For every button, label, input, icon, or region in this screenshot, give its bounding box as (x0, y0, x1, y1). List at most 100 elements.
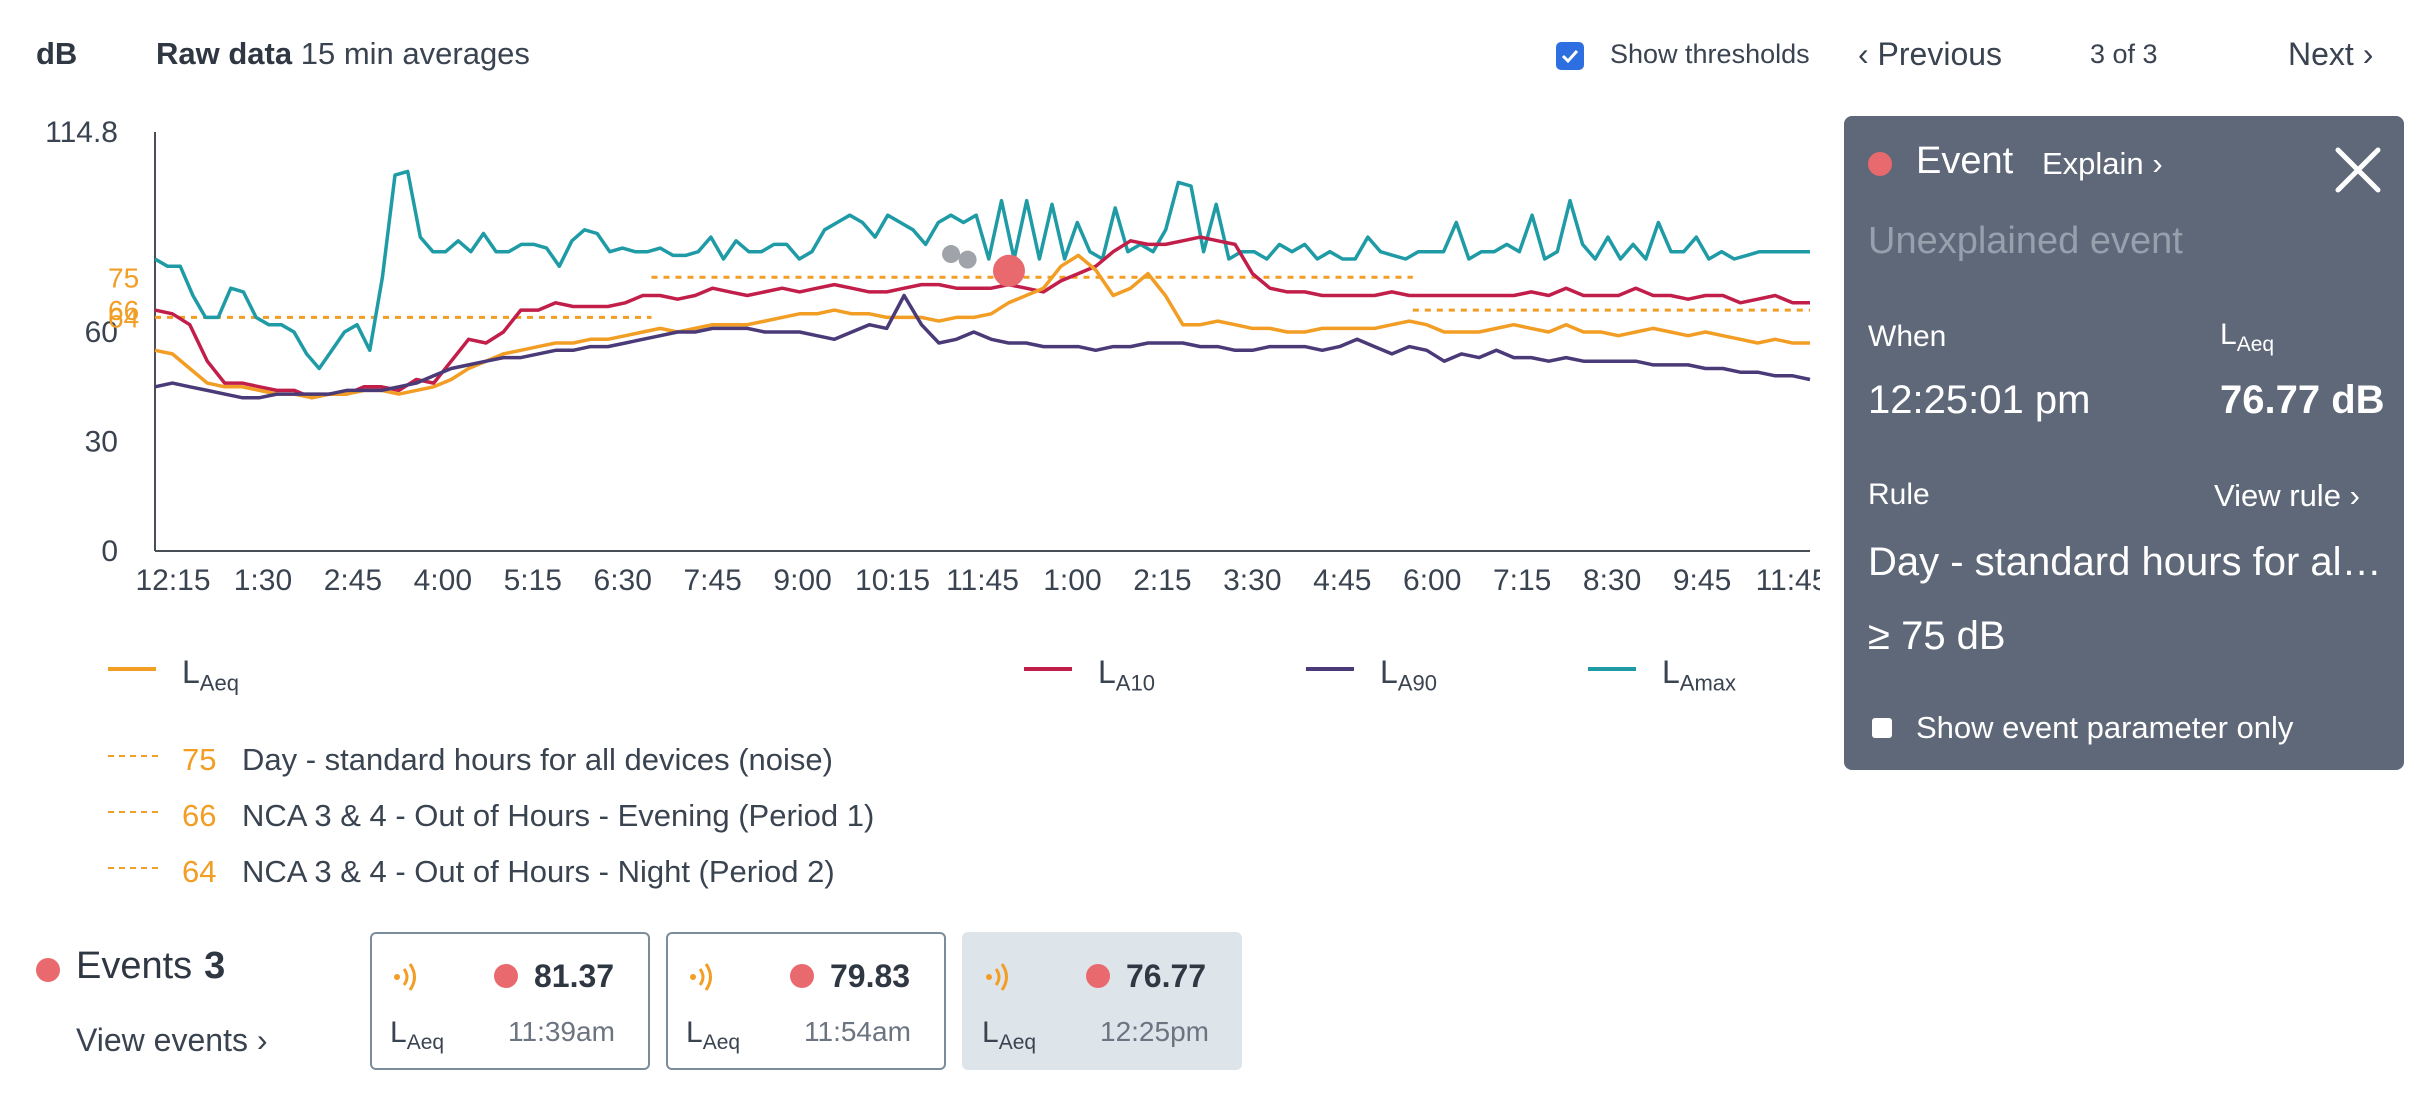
next-button[interactable]: Next › (2288, 36, 2373, 73)
event-time: 12:25pm (1100, 1016, 1209, 1047)
event-marker (958, 250, 977, 269)
x-tick-label: 8:30 (1583, 564, 1641, 597)
threshold-value: 75 (182, 742, 217, 777)
previous-button[interactable]: ‹ Previous (1858, 36, 2002, 73)
when-label: When (1868, 320, 1947, 353)
show-thresholds-label[interactable]: Show thresholds (1610, 39, 1810, 69)
threshold-row: 66 NCA 3 & 4 - Out of Hours - Evening (Pe… (108, 798, 874, 838)
rule-threshold: ≥ 75 dB (1868, 614, 2006, 658)
event-dot-icon (790, 964, 814, 988)
event-detail-panel: Event Explain › Unexplained event When L… (1844, 116, 2404, 770)
previous-label: Previous (1877, 36, 2003, 72)
x-tick-label: 1:30 (234, 564, 292, 597)
x-tick-label: 6:30 (594, 564, 652, 597)
event-parameter: LAeq (982, 1016, 1037, 1054)
x-tick-label: 2:15 (1133, 564, 1191, 597)
sound-wave-icon (690, 963, 712, 991)
events-heading: Events 3 (76, 945, 226, 987)
event-value: 81.37 (534, 958, 615, 994)
event-time: 11:54am (804, 1016, 911, 1047)
check-icon (1561, 49, 1579, 64)
lamax-swatch (1588, 666, 1636, 671)
view-events-link[interactable]: View events › (76, 1022, 268, 1058)
threshold-dash (108, 866, 158, 869)
threshold-label: NCA 3 & 4 - Out of Hours - Evening (Peri… (242, 798, 875, 833)
event-parameter: LAeq (390, 1016, 445, 1054)
x-tick-label: 1:00 (1043, 564, 1101, 597)
threshold-value: 66 (182, 798, 217, 833)
legend-lamax[interactable]: LAmax (1588, 654, 1737, 696)
event-level-value: 76.77 dB (2220, 378, 2385, 422)
next-label: Next (2288, 36, 2354, 72)
legend-laeq-label: LAeq (182, 654, 239, 696)
x-tick-label: 5:15 (504, 564, 562, 597)
view-rule-link[interactable]: View rule › (2214, 478, 2360, 513)
la10-swatch (1024, 666, 1072, 671)
parameter-label: LAeq (2220, 318, 2275, 356)
x-tick-label: 11:45 (1756, 564, 1820, 597)
sound-wave-icon (394, 963, 416, 991)
page-indicator: 3 of 3 (2090, 39, 2158, 69)
threshold-label: NCA 3 & 4 - Out of Hours - Night (Period… (242, 854, 835, 889)
event-card-selected[interactable]: 76.77 LAeq 12:25pm (962, 932, 1242, 1070)
event-time: 11:39am (508, 1016, 615, 1047)
event-card[interactable]: 81.37 LAeq 11:39am (370, 932, 650, 1070)
x-tick-label: 7:15 (1493, 564, 1551, 597)
event-dot-icon (1868, 152, 1892, 176)
threshold-label: Day - standard hours for all devices (no… (242, 742, 833, 777)
y-tick-label: 60 (85, 316, 118, 349)
x-tick-label: 9:45 (1673, 564, 1731, 597)
series-la10-line (154, 235, 1810, 400)
threshold-tick-label: 66 (108, 295, 139, 326)
chevron-left-icon: ‹ (1858, 36, 1869, 72)
legend-la10[interactable]: LA10 (1024, 654, 1155, 696)
threshold-value: 64 (182, 854, 217, 889)
chart-title-bold: Raw data (156, 36, 293, 71)
legend-lamax-label: LAmax (1662, 654, 1737, 696)
show-thresholds-checkbox[interactable] (1556, 42, 1584, 70)
event-value: 76.77 (1126, 958, 1207, 994)
series-lamax-line (154, 169, 1810, 371)
x-tick-label: 6:00 (1403, 564, 1461, 597)
legend-la10-label: LA10 (1098, 654, 1155, 696)
selected-event-marker (992, 254, 1025, 287)
legend-la90[interactable]: LA90 (1306, 654, 1437, 696)
la90-swatch (1306, 666, 1354, 671)
event-status: Unexplained event (1868, 220, 2183, 262)
x-tick-label: 10:15 (855, 564, 930, 597)
chevron-right-icon: › (2349, 478, 2360, 513)
explain-link[interactable]: Explain › (2042, 146, 2163, 181)
x-tick-label: 4:00 (414, 564, 472, 597)
y-tick-label: 30 (85, 426, 118, 459)
event-time-value: 12:25:01 pm (1868, 378, 2091, 422)
x-tick-label: 12:15 (135, 564, 210, 597)
event-dot-icon (1086, 964, 1110, 988)
events-count: 3 (204, 945, 226, 987)
event-parameter: LAeq (686, 1016, 741, 1054)
show-param-only-label[interactable]: Show event parameter only (1916, 710, 2294, 745)
y-tick-label: 114.8 (45, 116, 118, 149)
legend-laeq[interactable]: LAeq (108, 654, 239, 696)
threshold-tick-label: 75 (108, 262, 139, 293)
series-laeq-line (154, 253, 1810, 400)
x-tick-label: 11:45 (946, 564, 1019, 597)
chevron-right-icon: › (2362, 36, 2374, 72)
close-icon[interactable] (2332, 144, 2384, 196)
event-value: 79.83 (830, 958, 911, 994)
x-tick-label: 2:45 (324, 564, 382, 597)
threshold-dash (108, 810, 158, 813)
event-card[interactable]: 79.83 LAeq 11:54am (666, 932, 946, 1070)
y-tick-label: 0 (101, 535, 118, 568)
laeq-swatch (108, 666, 156, 671)
x-tick-label: 9:00 (773, 564, 831, 597)
chart-title-sub: 15 min averages (300, 36, 530, 71)
threshold-dash (108, 754, 158, 757)
sound-wave-icon (986, 963, 1008, 991)
rule-label: Rule (1868, 478, 1930, 511)
show-param-only-checkbox[interactable] (1872, 718, 1892, 738)
chevron-right-icon: › (256, 1022, 268, 1058)
threshold-row: 75 Day - standard hours for all devices (… (108, 742, 833, 782)
event-marker (942, 245, 961, 264)
legend-la90-label: LA90 (1380, 654, 1437, 696)
